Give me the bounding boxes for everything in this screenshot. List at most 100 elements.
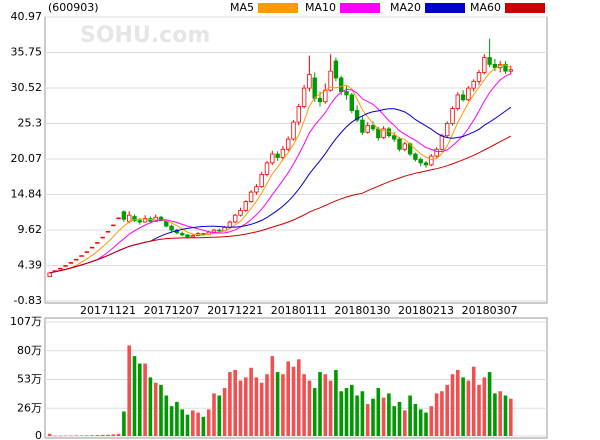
candle-body: [127, 214, 132, 222]
volume-bar: [297, 359, 301, 436]
ma-line: [49, 135, 512, 274]
volume-bar: [106, 434, 110, 436]
volume-bar: [63, 435, 68, 437]
candle-body: [100, 236, 105, 239]
candle-body: [439, 135, 445, 150]
x-tick-label: 20171207: [144, 304, 200, 317]
volume-bar: [466, 380, 471, 436]
candle-body: [74, 258, 79, 261]
candle-body: [190, 235, 195, 238]
volume-bar: [265, 374, 269, 436]
volume-bar: [429, 406, 434, 436]
candle-body: [164, 220, 169, 227]
candle-body: [460, 94, 466, 101]
candle-body: [349, 94, 354, 111]
candle-body: [79, 255, 84, 257]
volume-bar: [450, 374, 455, 436]
y-tick-label: 9.62: [18, 223, 43, 236]
volume-bar: [228, 372, 232, 436]
candle-body: [466, 87, 471, 101]
candle-body: [158, 216, 164, 222]
candle-body: [344, 91, 349, 96]
candle-body: [455, 94, 460, 109]
candle-body: [238, 210, 243, 216]
candle-body: [492, 63, 498, 69]
volume-bar: [434, 393, 439, 436]
candle-body: [296, 106, 301, 123]
candle-body: [68, 262, 74, 264]
candle-body: [317, 97, 323, 103]
volume-bar: [58, 435, 63, 437]
volume-bar: [122, 411, 126, 436]
volume-bar: [53, 435, 57, 437]
volume-bar: [196, 412, 200, 436]
volume-bar: [238, 380, 243, 436]
candle-body: [169, 225, 174, 231]
candle-body: [418, 159, 423, 164]
volume-bar: [259, 382, 264, 436]
volume-bar: [487, 372, 492, 436]
volume-bar: [392, 406, 396, 436]
candle-body: [137, 220, 142, 223]
volume-bar: [493, 393, 497, 436]
volume-bar: [371, 398, 375, 436]
volume-bar: [328, 380, 333, 436]
volume-bar: [339, 391, 343, 436]
volume-bar: [461, 377, 465, 436]
x-tick-label: 20180130: [334, 304, 390, 317]
volume-bar: [169, 406, 174, 436]
volume-bar: [217, 395, 222, 436]
volume-bar: [397, 401, 402, 436]
y-tick-label: -0.83: [14, 294, 42, 307]
candle-body: [508, 69, 513, 72]
candle-body: [259, 174, 264, 188]
candle-body: [84, 251, 89, 253]
volume-bar: [180, 409, 184, 436]
candle-body: [270, 153, 275, 164]
volume-bar: [159, 384, 163, 436]
volume-bar: [355, 395, 359, 436]
ma-line: [49, 64, 512, 274]
candle-body: [63, 265, 68, 267]
volume-bar: [387, 393, 391, 436]
candle-body: [254, 186, 259, 193]
volume-bar: [132, 356, 137, 436]
x-tick-label: 20180111: [271, 304, 327, 317]
volume-bar: [164, 395, 169, 436]
y-tick-label: 14.84: [11, 188, 43, 201]
y-tick-label: 20.07: [11, 152, 43, 165]
volume-bar: [424, 412, 428, 436]
candle-body: [248, 191, 254, 203]
volume-bar: [206, 409, 211, 436]
candle-body: [381, 128, 386, 139]
y-tick-label: 26万: [17, 401, 42, 414]
candle-body: [312, 77, 317, 99]
candle-body: [307, 74, 312, 89]
y-tick-label: 107万: [10, 315, 42, 328]
volume-bar: [85, 435, 89, 436]
volume-frame: [44, 317, 548, 439]
x-tick-label: 20171121: [80, 304, 136, 317]
candle-body: [185, 234, 190, 238]
legend-label: MA60: [470, 1, 501, 14]
candle-body: [47, 272, 52, 278]
candle-body: [434, 148, 439, 157]
volume-bar: [270, 356, 275, 436]
candle-body: [444, 123, 450, 137]
volume-bar: [286, 361, 290, 436]
volume-bar: [323, 374, 328, 436]
symbol: (600903): [48, 1, 99, 14]
volume-bar: [456, 369, 460, 436]
candle-body: [413, 153, 418, 160]
candle-body: [397, 138, 402, 150]
y-tick-label: 53万: [17, 373, 42, 386]
candle-body: [179, 233, 185, 236]
candle-body: [142, 218, 148, 223]
candle-body: [360, 119, 365, 133]
volume-bar: [312, 388, 317, 436]
candle-body: [95, 242, 100, 244]
candle-body: [116, 217, 121, 220]
legend-swatch: [258, 3, 298, 13]
